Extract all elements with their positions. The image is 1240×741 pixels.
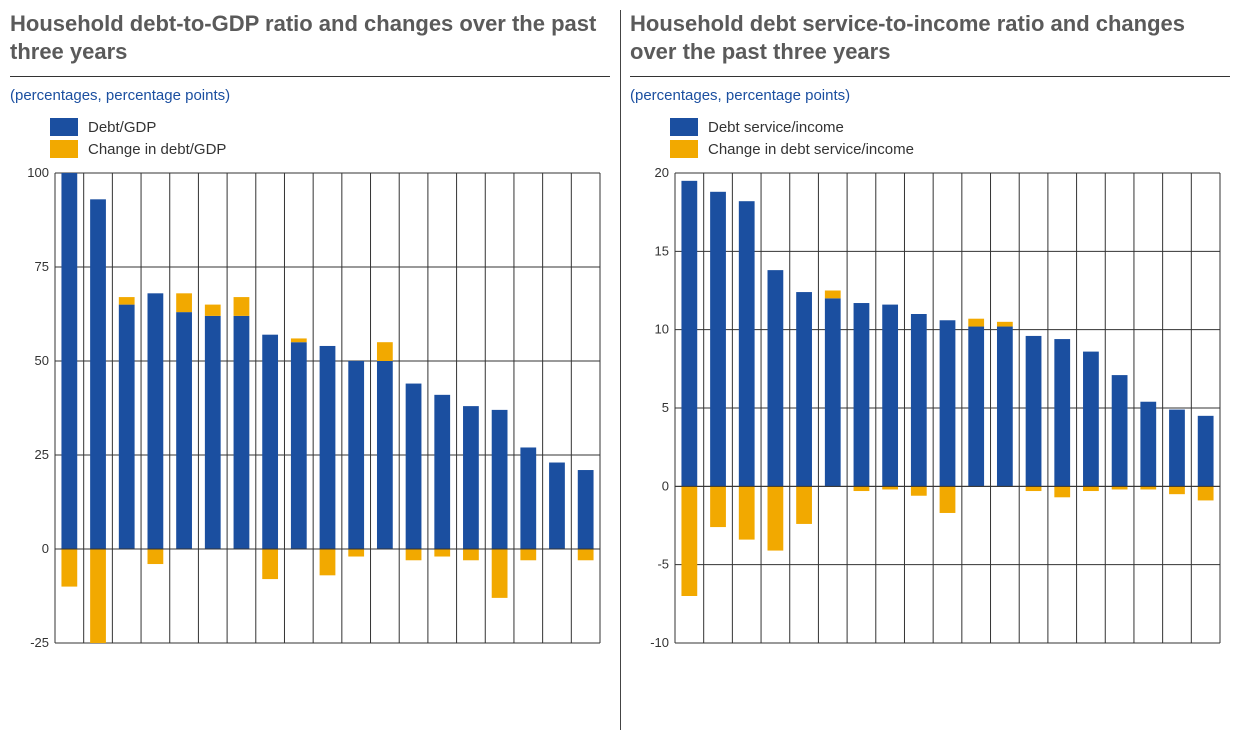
right-title-underline: [630, 76, 1230, 77]
svg-text:15: 15: [655, 243, 669, 258]
svg-text:75: 75: [35, 259, 49, 274]
left-chart-svg: -25 0 25 50 75 100: [10, 168, 610, 668]
legend-item: Debt service/income: [670, 118, 1230, 136]
legend-item: Change in debt/GDP: [50, 140, 610, 158]
svg-text:10: 10: [655, 322, 669, 337]
left-subtitle: (percentages, percentage points): [10, 87, 610, 104]
legend-label: Debt service/income: [708, 119, 844, 136]
right-title: Household debt service-to-income ratio a…: [630, 10, 1230, 70]
svg-text:20: 20: [655, 168, 669, 180]
left-chart: -25 0 25 50 75 100: [10, 168, 610, 668]
right-legend: Debt service/income Change in debt servi…: [670, 118, 1230, 158]
left-title: Household debt-to-GDP ratio and changes …: [10, 10, 610, 70]
svg-text:-25: -25: [30, 635, 49, 650]
legend-swatch-secondary: [670, 140, 698, 158]
left-panel: Household debt-to-GDP ratio and changes …: [0, 0, 620, 741]
right-panel: Household debt service-to-income ratio a…: [620, 0, 1240, 741]
left-legend: Debt/GDP Change in debt/GDP: [50, 118, 610, 158]
dual-chart-container: Household debt-to-GDP ratio and changes …: [0, 0, 1240, 741]
legend-label: Change in debt/GDP: [88, 141, 226, 158]
right-chart-svg: -10 -5 0 5 10 15 20: [630, 168, 1230, 668]
legend-swatch-primary: [50, 118, 78, 136]
svg-text:-10: -10: [650, 635, 669, 650]
legend-item: Change in debt service/income: [670, 140, 1230, 158]
svg-text:100: 100: [27, 168, 49, 180]
legend-swatch-primary: [670, 118, 698, 136]
svg-text:25: 25: [35, 447, 49, 462]
svg-text:50: 50: [35, 353, 49, 368]
svg-text:0: 0: [662, 478, 669, 493]
svg-text:-5: -5: [657, 557, 669, 572]
right-subtitle: (percentages, percentage points): [630, 87, 1230, 104]
legend-swatch-secondary: [50, 140, 78, 158]
left-title-underline: [10, 76, 610, 77]
svg-text:5: 5: [662, 400, 669, 415]
legend-label: Change in debt service/income: [708, 141, 914, 158]
legend-label: Debt/GDP: [88, 119, 156, 136]
legend-item: Debt/GDP: [50, 118, 610, 136]
svg-text:0: 0: [42, 541, 49, 556]
right-chart: -10 -5 0 5 10 15 20: [630, 168, 1230, 668]
